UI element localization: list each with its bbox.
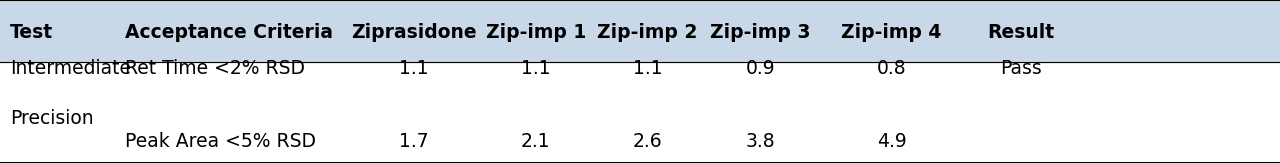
Text: Zip-imp 1: Zip-imp 1 bbox=[485, 23, 586, 42]
Text: Zip-imp 4: Zip-imp 4 bbox=[841, 23, 942, 42]
Text: 1.1: 1.1 bbox=[521, 59, 550, 78]
Text: Precision: Precision bbox=[10, 110, 93, 128]
Text: 1.1: 1.1 bbox=[399, 59, 429, 78]
Text: 1.7: 1.7 bbox=[399, 132, 429, 151]
Text: 1.1: 1.1 bbox=[632, 59, 663, 78]
Text: Test: Test bbox=[10, 23, 54, 42]
Text: 0.9: 0.9 bbox=[745, 59, 776, 78]
Text: Result: Result bbox=[987, 23, 1055, 42]
Text: 3.8: 3.8 bbox=[745, 132, 776, 151]
Text: 2.6: 2.6 bbox=[632, 132, 663, 151]
Text: Intermediate: Intermediate bbox=[10, 59, 132, 78]
Text: Ret Time <2% RSD: Ret Time <2% RSD bbox=[125, 59, 306, 78]
Text: 4.9: 4.9 bbox=[877, 132, 906, 151]
Text: 2.1: 2.1 bbox=[521, 132, 550, 151]
Text: Pass: Pass bbox=[1000, 59, 1042, 78]
Text: Peak Area <5% RSD: Peak Area <5% RSD bbox=[125, 132, 316, 151]
Text: Zip-imp 3: Zip-imp 3 bbox=[710, 23, 810, 42]
Text: Zip-imp 2: Zip-imp 2 bbox=[598, 23, 698, 42]
Text: Acceptance Criteria: Acceptance Criteria bbox=[125, 23, 333, 42]
Text: 0.8: 0.8 bbox=[877, 59, 906, 78]
Bar bbox=[0, 0, 1280, 62]
Text: Ziprasidone: Ziprasidone bbox=[351, 23, 477, 42]
